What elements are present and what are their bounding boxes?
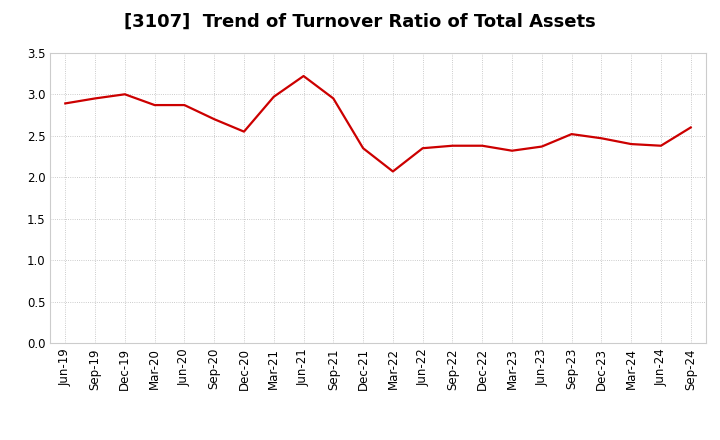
Text: [3107]  Trend of Turnover Ratio of Total Assets: [3107] Trend of Turnover Ratio of Total … <box>124 13 596 31</box>
